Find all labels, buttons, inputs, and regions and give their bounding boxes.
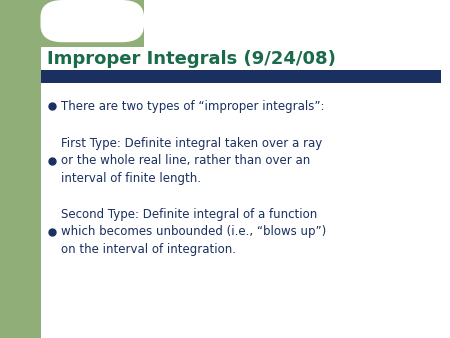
Bar: [0, 0, 144, 47]
Bar: [40, 47, 450, 338]
FancyBboxPatch shape: [40, 0, 144, 42]
Text: First Type: Definite integral taken over a ray
or the whole real line, rather th: First Type: Definite integral taken over…: [61, 137, 322, 185]
Bar: [40, 70, 441, 83]
Bar: [0, 0, 40, 338]
Text: Improper Integrals (9/24/08): Improper Integrals (9/24/08): [47, 50, 336, 68]
Text: Second Type: Definite integral of a function
which becomes unbounded (i.e., “blo: Second Type: Definite integral of a func…: [61, 208, 326, 256]
Text: There are two types of “improper integrals”:: There are two types of “improper integra…: [61, 100, 324, 113]
